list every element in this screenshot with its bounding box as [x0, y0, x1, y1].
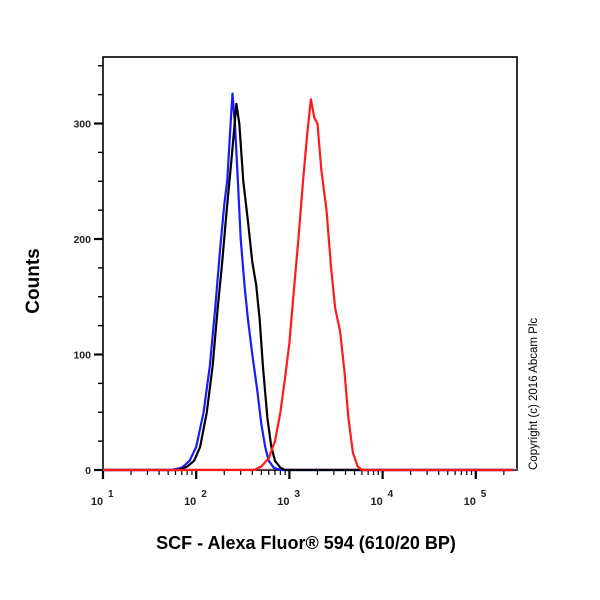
y-tick-label: 0 [85, 465, 91, 477]
plot-frame [102, 56, 518, 471]
svg-text:3: 3 [294, 489, 300, 500]
x-tick-label: 10 [277, 496, 289, 508]
x-axis-label: SCF - Alexa Fluor® 594 (610/20 BP) [156, 533, 456, 553]
x-tick-label: 10 [184, 496, 196, 508]
x-tick-label: 10 [91, 496, 103, 508]
svg-text:5: 5 [481, 489, 487, 500]
y-axis-label: Counts [23, 248, 44, 314]
x-tick-label: 10 [464, 496, 476, 508]
series-black-curve [103, 102, 513, 472]
y-tick-label: 300 [73, 119, 91, 131]
copyright-text: Copyright (c) 2016 Abcam Plc [528, 317, 540, 470]
svg-text:2: 2 [201, 489, 207, 500]
y-tick-label: 100 [73, 350, 91, 362]
svg-text:1: 1 [108, 489, 114, 500]
x-tick-label: 10 [370, 496, 382, 508]
svg-text:4: 4 [388, 489, 394, 500]
y-tick-label: 200 [73, 234, 91, 246]
series-blue-curve [103, 92, 513, 472]
series-red-curve [103, 98, 513, 472]
data-series [103, 92, 513, 472]
